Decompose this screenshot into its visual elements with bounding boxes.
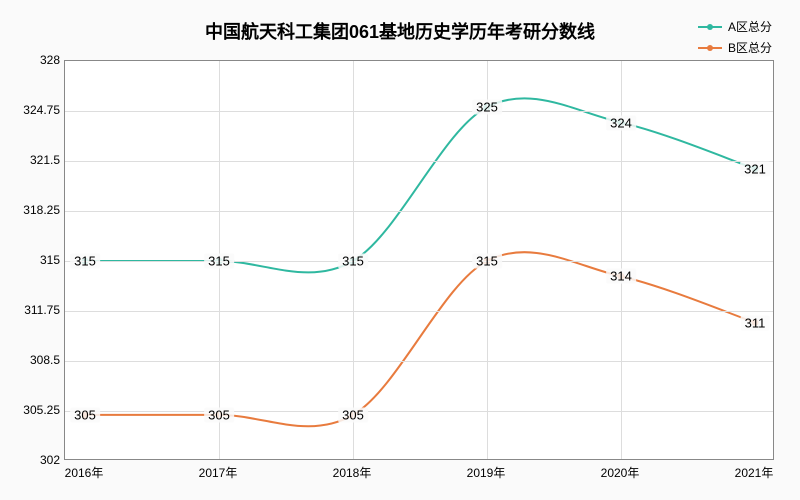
x-tick-label: 2021年: [735, 464, 774, 481]
x-tick-label: 2020年: [601, 464, 640, 481]
legend-item-a: A区总分: [698, 18, 772, 35]
y-tick-label: 308.5: [4, 353, 60, 367]
data-label: 321: [740, 161, 770, 176]
x-tick-label: 2017年: [199, 464, 238, 481]
data-label: 324: [606, 115, 636, 130]
plot-area: 315 315 315 325 324 321 305 305 305 315 314 311: [64, 60, 774, 460]
line-layer: [65, 61, 773, 459]
y-tick-label: 311.75: [4, 303, 60, 317]
legend: A区总分 B区总分: [698, 18, 772, 60]
legend-dot-b: [707, 45, 713, 51]
y-tick-label: 315: [4, 253, 60, 267]
chart-title: 中国航天科工集团061基地历史学历年考研分数线: [0, 18, 800, 44]
y-tick-label: 328: [4, 53, 60, 67]
legend-item-b: B区总分: [698, 39, 772, 56]
grid-h: [65, 111, 773, 112]
x-tick-label: 2016年: [65, 464, 104, 481]
grid-h: [65, 211, 773, 212]
data-label: 305: [70, 407, 100, 422]
x-tick-label: 2019年: [467, 464, 506, 481]
data-label: 305: [338, 407, 368, 422]
data-label: 315: [70, 254, 100, 269]
grid-h: [65, 411, 773, 412]
y-tick-label: 318.25: [4, 203, 60, 217]
legend-line-a: [698, 26, 722, 28]
data-label: 315: [472, 254, 502, 269]
chart-container: 中国航天科工集团061基地历史学历年考研分数线 A区总分 B区总分 315315…: [0, 0, 800, 500]
data-label: 311: [741, 315, 770, 330]
y-tick-label: 324.75: [4, 103, 60, 117]
grid-h: [65, 161, 773, 162]
legend-label-b: B区总分: [728, 39, 772, 56]
grid-h: [65, 261, 773, 262]
y-tick-label: 321.5: [4, 153, 60, 167]
data-label: 305: [204, 407, 234, 422]
data-label: 315: [338, 254, 368, 269]
y-tick-label: 302: [4, 453, 60, 467]
series-line: [85, 252, 755, 426]
legend-label-a: A区总分: [728, 18, 772, 35]
legend-dot-a: [707, 24, 713, 30]
legend-line-b: [698, 47, 722, 49]
data-label: 315: [204, 254, 234, 269]
y-tick-label: 305.25: [4, 403, 60, 417]
x-tick-label: 2018年: [333, 464, 372, 481]
grid-h: [65, 361, 773, 362]
data-label: 325: [472, 100, 502, 115]
series-line: [85, 98, 755, 272]
grid-h: [65, 311, 773, 312]
data-label: 314: [606, 269, 636, 284]
